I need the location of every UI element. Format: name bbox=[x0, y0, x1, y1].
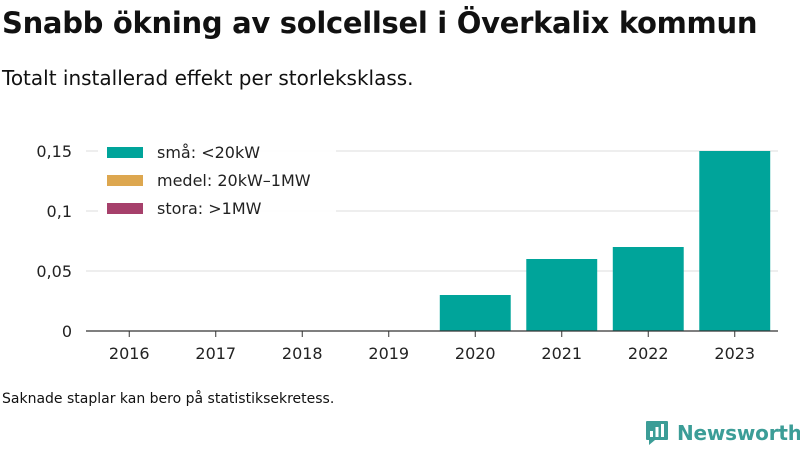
bar-chart-speech-bubble-icon bbox=[646, 421, 668, 445]
chart-title: Snabb ökning av solcellsel i Överkalix k… bbox=[2, 6, 758, 40]
chart-subtitle: Totalt installerad effekt per storlekskl… bbox=[2, 66, 414, 90]
legend: små: <20kW medel: 20kW–1MW stora: >1MW bbox=[98, 139, 336, 225]
axes: 0 0,05 0,1 0,15 2016 2017 2018 2019 2020 2021 2022… bbox=[36, 142, 778, 363]
x-tick-label: 2018 bbox=[282, 344, 323, 363]
brand-logo: Newsworthy bbox=[645, 420, 800, 446]
y-tick-label: 0,1 bbox=[47, 202, 72, 221]
legend-swatch bbox=[107, 203, 143, 214]
bar-2022 bbox=[612, 247, 684, 331]
bar-2020 bbox=[439, 295, 511, 331]
x-tick-label: 2019 bbox=[368, 344, 409, 363]
bars bbox=[439, 151, 771, 331]
x-tick-label: 2017 bbox=[195, 344, 236, 363]
bar-chart: 0 0,05 0,1 0,15 2016 2017 2018 2019 2020 2021 2022… bbox=[36, 139, 778, 363]
legend-entry: medel: 20kW–1MW bbox=[157, 171, 311, 190]
x-tick-label: 2023 bbox=[714, 344, 755, 363]
x-tick-label: 2020 bbox=[455, 344, 496, 363]
legend-entry: små: <20kW bbox=[157, 143, 260, 162]
x-tick-label: 2022 bbox=[628, 344, 669, 363]
brand-name: Newsworthy bbox=[677, 421, 800, 445]
legend-entry: stora: >1MW bbox=[157, 199, 262, 218]
bar-2021 bbox=[526, 259, 598, 331]
x-tick-label: 2016 bbox=[109, 344, 150, 363]
y-tick-label: 0,15 bbox=[36, 142, 72, 161]
bar-2023 bbox=[699, 151, 771, 331]
legend-swatch bbox=[107, 147, 143, 158]
y-tick-label: 0,05 bbox=[36, 262, 72, 281]
footnote: Saknade staplar kan bero på statistiksek… bbox=[2, 391, 335, 407]
legend-swatch bbox=[107, 175, 143, 186]
y-tick-label: 0 bbox=[62, 322, 72, 341]
x-tick-label: 2021 bbox=[541, 344, 582, 363]
